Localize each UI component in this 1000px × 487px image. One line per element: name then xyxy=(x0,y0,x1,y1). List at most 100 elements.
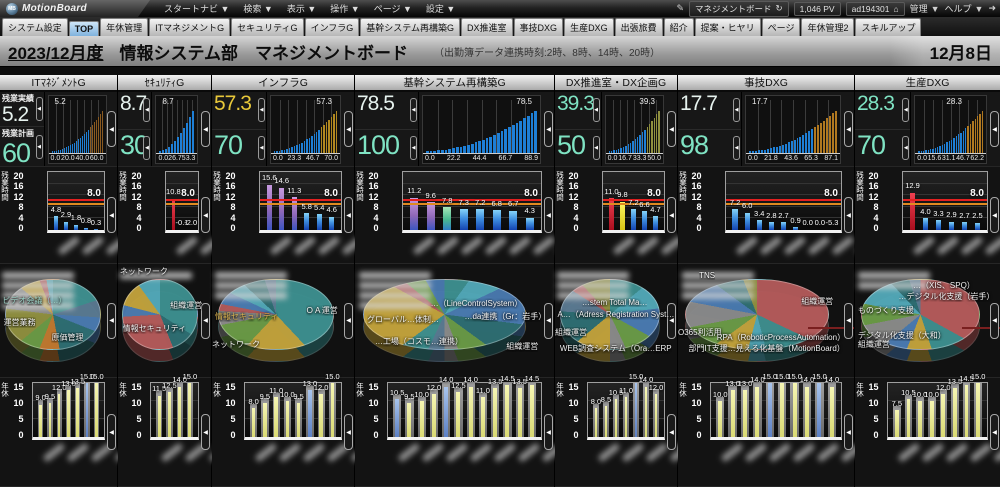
chart-scroll-handle[interactable]: ◀ xyxy=(201,302,210,339)
tab-インフラG[interactable]: インフラG xyxy=(304,18,360,36)
data-bar[interactable] xyxy=(631,209,636,230)
overtime-trend-chart[interactable]: 57.3 0.0 23.3 46.7 70.0 xyxy=(270,95,341,164)
chart-scroll-handle[interactable]: ◀ xyxy=(544,302,553,339)
data-bar[interactable] xyxy=(768,221,774,230)
data-bar[interactable] xyxy=(614,399,618,437)
chart-scroll-handle[interactable]: ◀ xyxy=(344,197,353,233)
tab-スキルアップ[interactable]: スキルアップ xyxy=(855,18,922,36)
data-bar[interactable] xyxy=(291,197,297,230)
data-bar[interactable] xyxy=(456,392,461,437)
data-bar[interactable] xyxy=(167,392,171,437)
data-bar[interactable] xyxy=(742,390,748,437)
chart-scroll-handle[interactable]: ◀ xyxy=(544,111,553,147)
data-bar[interactable] xyxy=(251,408,256,437)
chart-scroll-handle[interactable]: ◀ xyxy=(201,111,210,147)
data-bar[interactable] xyxy=(419,401,424,437)
data-bar[interactable] xyxy=(459,208,468,230)
chart-scroll-handle[interactable]: ◀ xyxy=(667,302,676,339)
overtime-trend-chart[interactable]: 17.7 0.0 21.8 43.6 65.3 87.1 xyxy=(745,95,841,164)
kpi-scroll-handle[interactable]: ◀ xyxy=(143,135,151,160)
chart-scroll-handle[interactable]: ◀ xyxy=(201,197,210,233)
overtime-trend-chart[interactable]: 5.2 0.0 20.0 40.0 60.0 xyxy=(47,95,107,164)
data-bar[interactable] xyxy=(974,222,981,230)
data-bar[interactable] xyxy=(906,399,911,437)
kpi-scroll-handle[interactable]: ◀ xyxy=(733,98,740,123)
chart-scroll-handle[interactable]: ◀ xyxy=(990,111,999,147)
chart-scroll-handle[interactable]: ◀ xyxy=(107,414,116,450)
data-bar[interactable] xyxy=(744,212,750,230)
data-bar[interactable] xyxy=(505,384,510,437)
data-bar[interactable] xyxy=(620,201,625,230)
task-breakdown-pie[interactable] xyxy=(121,278,198,363)
chart-plot-area[interactable]: 8.0 7.2 6.0 3.4 2.8 2.7 0.9 0.0 0.0 -5.3 xyxy=(725,171,842,233)
data-bar[interactable] xyxy=(266,184,272,230)
chart-plot-area[interactable]: 8.0 9.5 11.0 10.0 9.5 13.0 12.0 15.0 xyxy=(244,372,342,440)
data-bar[interactable] xyxy=(817,383,822,437)
data-bar[interactable] xyxy=(609,198,614,230)
data-bar[interactable] xyxy=(492,210,501,230)
data-bar[interactable] xyxy=(444,386,449,437)
chart-scroll-handle[interactable]: ◀ xyxy=(201,414,210,450)
kpi-scroll-handle[interactable]: ◀ xyxy=(35,135,43,160)
chart-scroll-handle[interactable]: ◀ xyxy=(344,111,353,147)
data-bar[interactable] xyxy=(964,384,969,437)
tab-年休管理[interactable]: 年休管理 xyxy=(100,18,149,36)
data-bar[interactable] xyxy=(57,393,61,437)
data-bar[interactable] xyxy=(493,388,498,437)
chart-scroll-handle[interactable]: ◀ xyxy=(667,197,676,233)
tab-ITマネジメントG[interactable]: ITマネジメントG xyxy=(149,18,231,36)
data-bar[interactable] xyxy=(525,217,534,230)
data-bar[interactable] xyxy=(644,386,648,437)
data-bar[interactable] xyxy=(918,401,922,437)
overtime-trend-chart[interactable]: 39.3 0.0 16.7 33.3 50.0 xyxy=(604,95,664,164)
data-bar[interactable] xyxy=(953,388,957,437)
data-bar[interactable] xyxy=(894,410,899,437)
data-bar[interactable] xyxy=(426,202,435,230)
data-bar[interactable] xyxy=(718,401,723,437)
tab-DX推進室[interactable]: DX推進室 xyxy=(461,18,513,36)
data-bar[interactable] xyxy=(329,216,335,230)
menu-操作[interactable]: 操作 ▼ xyxy=(330,4,360,14)
overtime-trend-chart[interactable]: 78.5 0.0 22.2 44.4 66.7 88.9 xyxy=(422,95,541,164)
data-bar[interactable] xyxy=(634,383,638,437)
menu-設定[interactable]: 設定 ▼ xyxy=(425,4,456,14)
chart-scroll-handle[interactable]: ◀ xyxy=(107,302,116,339)
logout-icon[interactable]: ➜ xyxy=(988,3,996,13)
data-bar[interactable] xyxy=(509,210,518,230)
task-breakdown-pie[interactable] xyxy=(860,278,980,363)
kpi-scroll-handle[interactable]: ◀ xyxy=(410,98,417,123)
data-bar[interactable] xyxy=(529,384,534,437)
kpi-scroll-handle[interactable]: ◀ xyxy=(902,98,910,123)
tab-紹介[interactable]: 紹介 xyxy=(663,18,694,36)
data-bar[interactable] xyxy=(296,402,301,437)
tab-システム設定[interactable]: システム設定 xyxy=(2,18,68,36)
data-bar[interactable] xyxy=(604,406,608,437)
chart-plot-area[interactable]: 8.0 11.2 9.6 7.8 7.3 7.2 6.8 6.7 4.3 xyxy=(402,171,542,233)
data-bar[interactable] xyxy=(767,383,772,437)
task-breakdown-pie[interactable] xyxy=(217,278,335,363)
refresh-icon[interactable]: ↻ xyxy=(775,3,783,13)
chart-plot-area[interactable]: 8.0 4.8 2.9 1.8 0.8 0.3 xyxy=(47,171,105,233)
data-bar[interactable] xyxy=(922,218,929,230)
data-bar[interactable] xyxy=(410,197,419,230)
kpi-scroll-handle[interactable]: ◀ xyxy=(143,98,151,123)
data-bar[interactable] xyxy=(39,404,42,437)
data-bar[interactable] xyxy=(67,390,70,437)
data-bar[interactable] xyxy=(263,402,267,437)
data-bar[interactable] xyxy=(780,383,785,437)
board-selector[interactable]: マネジメントボード ↻ xyxy=(688,0,789,17)
data-bar[interactable] xyxy=(54,216,58,230)
chart-scroll-handle[interactable]: ◀ xyxy=(667,414,676,450)
data-bar[interactable] xyxy=(517,388,522,437)
data-bar[interactable] xyxy=(157,395,161,437)
chart-scroll-handle[interactable]: ◀ xyxy=(667,111,676,147)
menu-表示[interactable]: 表示 ▼ xyxy=(286,4,317,14)
data-bar[interactable] xyxy=(780,222,787,230)
data-bar[interactable] xyxy=(829,386,834,437)
tab-生産DXG[interactable]: 生産DXG xyxy=(564,18,614,36)
data-bar[interactable] xyxy=(330,383,335,437)
kpi-scroll-handle[interactable]: ◀ xyxy=(258,98,266,123)
kpi-scroll-handle[interactable]: ◀ xyxy=(592,98,600,123)
data-bar[interactable] xyxy=(476,209,485,230)
kpi-scroll-handle[interactable]: ◀ xyxy=(902,135,910,160)
